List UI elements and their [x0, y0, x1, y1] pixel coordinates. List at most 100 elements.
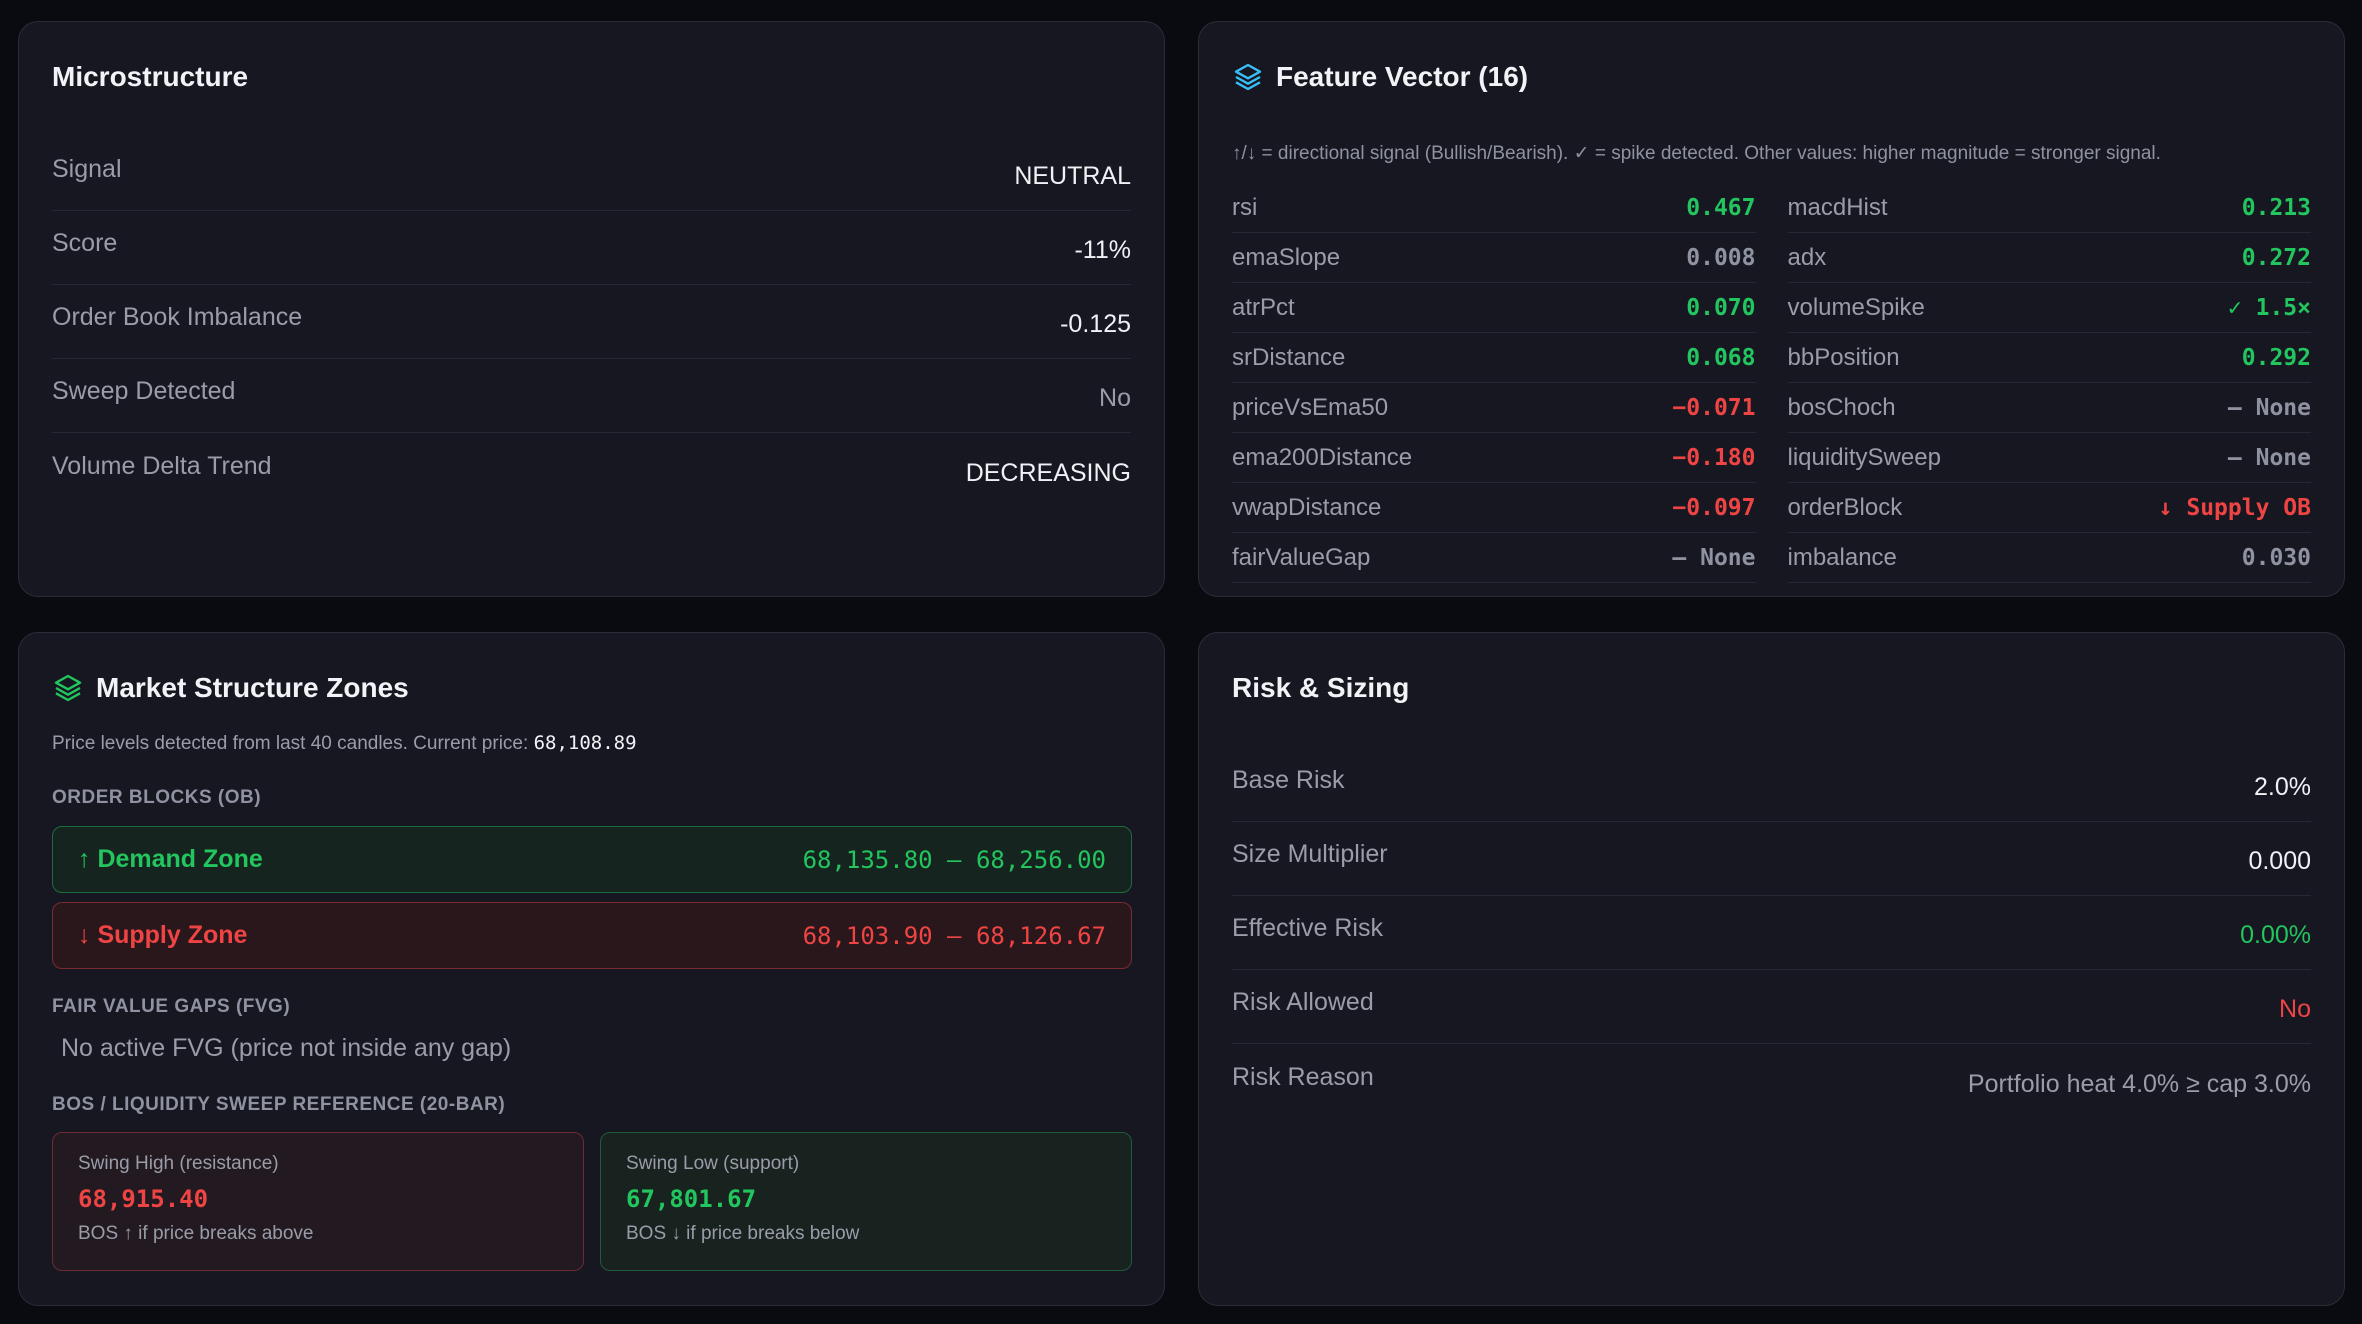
market-structure-zones-panel: Market Structure Zones Price levels dete… [18, 632, 1165, 1306]
signal-row: Signal NEUTRAL [52, 137, 1131, 211]
zones-title: Market Structure Zones [96, 672, 409, 703]
signal-label: Signal [52, 155, 122, 183]
feature-key: vwapDistance [1232, 493, 1382, 521]
order-book-imbalance-value: -0.125 [1060, 310, 1131, 338]
swing-low-card: Swing Low (support) 67,801.67 BOS ↓ if p… [600, 1132, 1132, 1271]
risk-allowed-value: No [2279, 995, 2311, 1023]
order-blocks-label: ORDER BLOCKS (OB) [52, 787, 262, 808]
risk-sizing-panel: Risk & Sizing Base Risk 2.0% Size Multip… [1198, 632, 2345, 1306]
microstructure-list: Signal NEUTRAL Score -11% Order Book Imb… [52, 137, 1131, 507]
layers-icon [1234, 63, 1262, 91]
feature-key: orderBlock [1787, 493, 1903, 521]
feature-row: srDistance 0.068 [1232, 333, 1756, 383]
swing-low-value: 67,801.67 [626, 1185, 757, 1213]
feature-vector-note: ↑/↓ = directional signal (Bullish/Bearis… [1232, 143, 2161, 164]
swing-high-note: BOS ↑ if price breaks above [78, 1223, 314, 1244]
feature-row: volumeSpike ✓ 1.5× [1787, 283, 2311, 333]
size-multiplier-row: Size Multiplier 0.000 [1232, 822, 2311, 896]
swing-low-note: BOS ↓ if price breaks below [626, 1223, 860, 1244]
zones-description: Price levels detected from last 40 candl… [52, 732, 637, 755]
risk-reason-label: Risk Reason [1232, 1062, 1374, 1091]
feature-value: — None [2227, 444, 2311, 471]
feature-value: −0.097 [1672, 494, 1756, 521]
feature-row: bbPosition 0.292 [1787, 333, 2311, 383]
feature-value: 0.070 [1686, 294, 1756, 321]
fvg-empty-message: No active FVG (price not inside any gap) [61, 1034, 512, 1062]
demand-zone: ↑ Demand Zone 68,135.80 — 68,256.00 [52, 826, 1132, 893]
feature-column-right: macdHist 0.213 adx 0.272 volumeSpike ✓ 1.5×… [1787, 183, 2311, 583]
risk-reason-value: Portfolio heat 4.0% ≥ cap 3.0% [1967, 1069, 2311, 1098]
feature-key: priceVsEma50 [1232, 393, 1389, 421]
feature-row: vwapDistance −0.097 [1232, 483, 1756, 533]
feature-key: fairValueGap [1232, 543, 1371, 571]
feature-vector-panel: Feature Vector (16) ↑/↓ = directional si… [1198, 21, 2345, 597]
feature-key: srDistance [1232, 343, 1346, 371]
feature-row: bosChoch — None [1787, 383, 2311, 433]
layers-icon [54, 674, 82, 702]
feature-key: rsi [1232, 193, 1258, 221]
feature-key: emaSlope [1232, 243, 1341, 271]
feature-value: 0.008 [1686, 244, 1756, 271]
feature-key: bbPosition [1787, 343, 1900, 371]
risk-list: Base Risk 2.0% Size Multiplier 0.000 Eff… [1232, 748, 2311, 1118]
score-value: -11% [1074, 236, 1131, 264]
feature-value: 0.467 [1686, 194, 1756, 221]
feature-value: ✓ 1.5× [2227, 294, 2311, 321]
sweep-detected-value: No [1099, 384, 1131, 412]
sweep-detected-label: Sweep Detected [52, 377, 236, 405]
current-price: 68,108.89 [533, 732, 637, 754]
zones-description-text: Price levels detected from last 40 candl… [52, 733, 529, 754]
effective-risk-label: Effective Risk [1232, 914, 1383, 942]
feature-row: emaSlope 0.008 [1232, 233, 1756, 283]
feature-row: orderBlock ↓ Supply OB [1787, 483, 2311, 533]
supply-zone-range: 68,103.90 — 68,126.67 [802, 921, 1106, 950]
feature-key: adx [1787, 243, 1827, 271]
supply-zone-label: ↓ Supply Zone [78, 921, 248, 949]
feature-value: −0.180 [1672, 444, 1756, 471]
feature-row: fairValueGap — None [1232, 533, 1756, 583]
feature-row: ema200Distance −0.180 [1232, 433, 1756, 483]
feature-value: 0.292 [2241, 344, 2311, 371]
feature-row: rsi 0.467 [1232, 183, 1756, 233]
feature-value: — None [2227, 394, 2311, 421]
swing-high-card: Swing High (resistance) 68,915.40 BOS ↑ … [52, 1132, 584, 1271]
feature-key: macdHist [1787, 193, 1888, 221]
feature-key: imbalance [1787, 543, 1897, 571]
effective-risk-value: 0.00% [2240, 921, 2311, 949]
feature-row: liquiditySweep — None [1787, 433, 2311, 483]
feature-row: macdHist 0.213 [1787, 183, 2311, 233]
risk-title: Risk & Sizing [1232, 672, 1410, 703]
feature-row: priceVsEma50 −0.071 [1232, 383, 1756, 433]
feature-key: liquiditySweep [1787, 443, 1941, 471]
risk-allowed-row: Risk Allowed No [1232, 970, 2311, 1044]
feature-value: 0.068 [1686, 344, 1756, 371]
feature-grid: rsi 0.467 emaSlope 0.008 atrPct 0.070 srDis… [1232, 183, 2311, 583]
zones-header: Market Structure Zones [52, 669, 409, 707]
feature-key: atrPct [1232, 293, 1295, 321]
volume-delta-trend-row: Volume Delta Trend DECREASING [52, 433, 1131, 507]
swing-high-label: Swing High (resistance) [78, 1153, 279, 1174]
feature-value: −0.071 [1672, 394, 1756, 421]
feature-value: 0.272 [2241, 244, 2311, 271]
feature-column-left: rsi 0.467 emaSlope 0.008 atrPct 0.070 srDis… [1232, 183, 1756, 583]
volume-delta-trend-value: DECREASING [965, 458, 1131, 487]
bos-label: BOS / LIQUIDITY SWEEP REFERENCE (20-BAR) [52, 1094, 506, 1115]
feature-value: — None [1672, 544, 1756, 571]
swing-low-label: Swing Low (support) [626, 1153, 800, 1174]
swing-high-value: 68,915.40 [78, 1185, 209, 1213]
microstructure-title: Microstructure [52, 61, 249, 92]
feature-row: imbalance 0.030 [1787, 533, 2311, 583]
feature-value: ↓ Supply OB [2158, 494, 2311, 521]
base-risk-row: Base Risk 2.0% [1232, 748, 2311, 822]
demand-zone-label: ↑ Demand Zone [78, 845, 263, 873]
size-multiplier-label: Size Multiplier [1232, 840, 1388, 868]
feature-key: volumeSpike [1787, 293, 1925, 321]
feature-key: bosChoch [1787, 393, 1896, 421]
feature-row: atrPct 0.070 [1232, 283, 1756, 333]
score-label: Score [52, 229, 118, 257]
order-book-imbalance-label: Order Book Imbalance [52, 303, 303, 331]
feature-vector-title: Feature Vector (16) [1276, 61, 1529, 92]
effective-risk-row: Effective Risk 0.00% [1232, 896, 2311, 970]
feature-value: 0.030 [2241, 544, 2311, 571]
risk-allowed-label: Risk Allowed [1232, 988, 1374, 1016]
